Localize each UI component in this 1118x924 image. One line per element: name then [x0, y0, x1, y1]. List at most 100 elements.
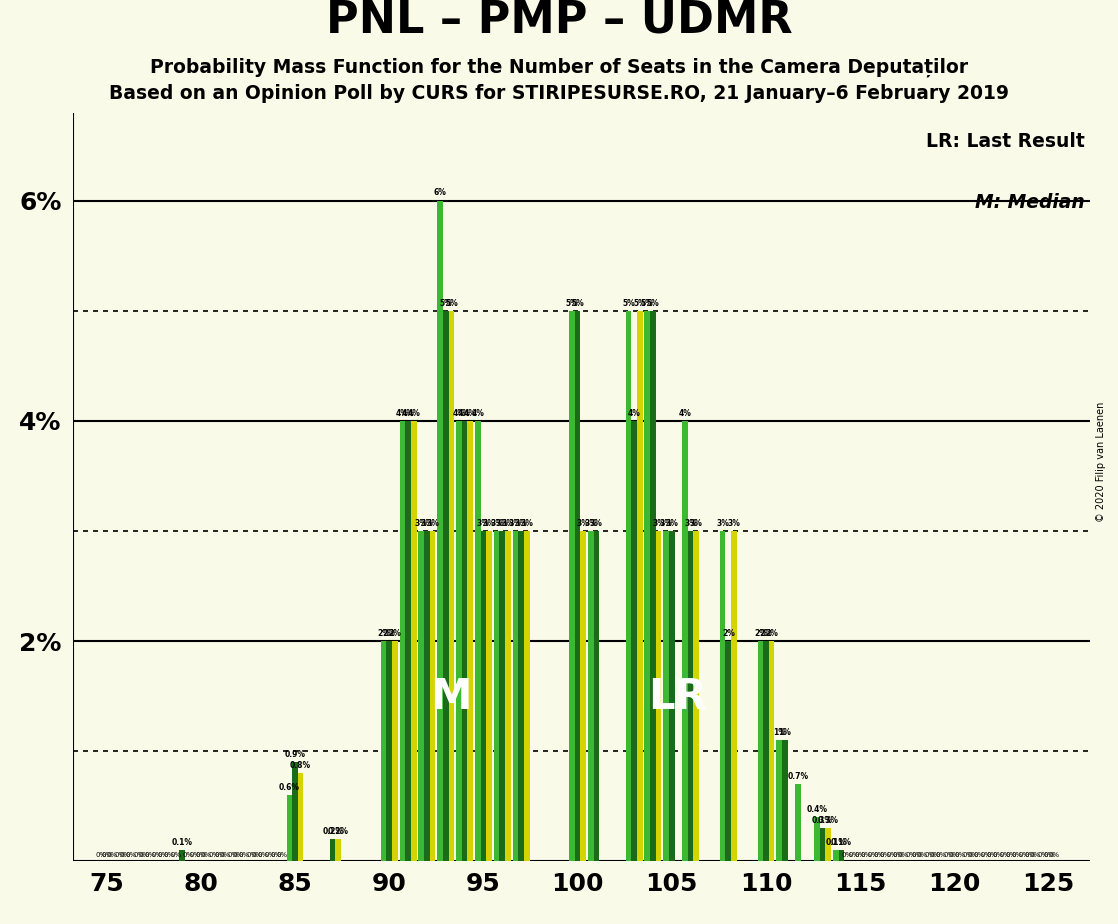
- Bar: [467, 421, 473, 861]
- Bar: [505, 531, 511, 861]
- Text: 0%: 0%: [1030, 852, 1041, 857]
- Bar: [179, 850, 184, 861]
- Bar: [663, 531, 669, 861]
- Bar: [758, 641, 764, 861]
- Text: 3%: 3%: [684, 518, 697, 528]
- Text: 0%: 0%: [944, 852, 955, 857]
- Text: 0%: 0%: [233, 852, 244, 857]
- Text: 2%: 2%: [754, 628, 767, 638]
- Text: 0%: 0%: [868, 852, 879, 857]
- Text: 3%: 3%: [717, 518, 729, 528]
- Text: 0.1%: 0.1%: [825, 838, 846, 847]
- Bar: [669, 531, 674, 861]
- Text: 0%: 0%: [906, 852, 917, 857]
- Bar: [776, 740, 781, 861]
- Text: 0%: 0%: [125, 852, 136, 857]
- Text: 0%: 0%: [873, 852, 884, 857]
- Bar: [494, 531, 500, 861]
- Bar: [637, 310, 643, 861]
- Bar: [297, 773, 303, 861]
- Text: PNL – PMP – UDMR: PNL – PMP – UDMR: [325, 0, 793, 42]
- Text: 0%: 0%: [1043, 852, 1054, 857]
- Text: 0%: 0%: [271, 852, 282, 857]
- Text: 0%: 0%: [106, 852, 117, 857]
- Bar: [688, 531, 693, 861]
- Bar: [575, 310, 580, 861]
- Bar: [429, 531, 435, 861]
- Text: 5%: 5%: [622, 298, 635, 308]
- Bar: [381, 641, 387, 861]
- Bar: [569, 310, 575, 861]
- Text: 3%: 3%: [577, 518, 589, 528]
- Bar: [693, 531, 699, 861]
- Text: LR: LR: [648, 676, 707, 718]
- Text: 2%: 2%: [388, 628, 401, 638]
- Text: 4%: 4%: [679, 408, 691, 418]
- Text: 0%: 0%: [163, 852, 174, 857]
- Text: 3%: 3%: [520, 518, 533, 528]
- Text: 0%: 0%: [139, 852, 150, 857]
- Text: 2%: 2%: [759, 628, 773, 638]
- Bar: [731, 531, 737, 861]
- Text: 0%: 0%: [961, 852, 973, 857]
- Bar: [644, 310, 651, 861]
- Text: 3%: 3%: [415, 518, 428, 528]
- Text: 0%: 0%: [992, 852, 1003, 857]
- Text: 0%: 0%: [101, 852, 112, 857]
- Text: 4%: 4%: [407, 408, 420, 418]
- Text: 3%: 3%: [690, 518, 703, 528]
- Bar: [387, 641, 392, 861]
- Bar: [781, 740, 788, 861]
- Text: 5%: 5%: [646, 298, 660, 308]
- Text: 2%: 2%: [377, 628, 390, 638]
- Text: 0%: 0%: [1038, 852, 1049, 857]
- Text: 3%: 3%: [728, 518, 740, 528]
- Text: 0%: 0%: [974, 852, 985, 857]
- Bar: [726, 641, 731, 861]
- Bar: [486, 531, 492, 861]
- Text: Based on an Opinion Poll by CURS for STIRIPESURSE.RO, 21 January–6 February 2019: Based on an Opinion Poll by CURS for STI…: [108, 84, 1010, 103]
- Bar: [720, 531, 726, 861]
- Text: 3%: 3%: [660, 518, 673, 528]
- Text: 4%: 4%: [627, 408, 641, 418]
- Bar: [418, 531, 424, 861]
- Text: M: M: [430, 676, 472, 718]
- Text: 3%: 3%: [420, 518, 434, 528]
- Bar: [424, 531, 429, 861]
- Text: 0%: 0%: [152, 852, 163, 857]
- Text: 3%: 3%: [514, 518, 528, 528]
- Text: 0%: 0%: [860, 852, 871, 857]
- Bar: [292, 762, 297, 861]
- Text: 0%: 0%: [854, 852, 865, 857]
- Text: 5%: 5%: [571, 298, 584, 308]
- Text: 0%: 0%: [887, 852, 898, 857]
- Text: 4%: 4%: [453, 408, 465, 418]
- Text: 0.4%: 0.4%: [806, 805, 827, 814]
- Bar: [392, 641, 398, 861]
- Bar: [795, 784, 800, 861]
- Text: 0%: 0%: [849, 852, 860, 857]
- Text: 4%: 4%: [401, 408, 415, 418]
- Text: LR: Last Result: LR: Last Result: [926, 132, 1084, 152]
- Text: 3%: 3%: [502, 518, 514, 528]
- Text: 0%: 0%: [999, 852, 1011, 857]
- Text: Probability Mass Function for the Number of Seats in the Camera Deputaților: Probability Mass Function for the Number…: [150, 57, 968, 77]
- Text: 3%: 3%: [590, 518, 603, 528]
- Text: 0%: 0%: [898, 852, 909, 857]
- Text: 0.1%: 0.1%: [171, 838, 192, 847]
- Text: 0.3%: 0.3%: [817, 816, 838, 825]
- Bar: [448, 310, 454, 861]
- Bar: [656, 531, 662, 861]
- Text: 1%: 1%: [778, 728, 792, 736]
- Bar: [512, 531, 519, 861]
- Text: 0%: 0%: [201, 852, 212, 857]
- Bar: [519, 531, 524, 861]
- Bar: [632, 421, 637, 861]
- Text: 2%: 2%: [765, 628, 778, 638]
- Text: 0%: 0%: [1049, 852, 1060, 857]
- Text: 1%: 1%: [773, 728, 786, 736]
- Text: 2%: 2%: [382, 628, 396, 638]
- Text: 6%: 6%: [434, 188, 446, 198]
- Text: 0%: 0%: [182, 852, 193, 857]
- Bar: [286, 796, 292, 861]
